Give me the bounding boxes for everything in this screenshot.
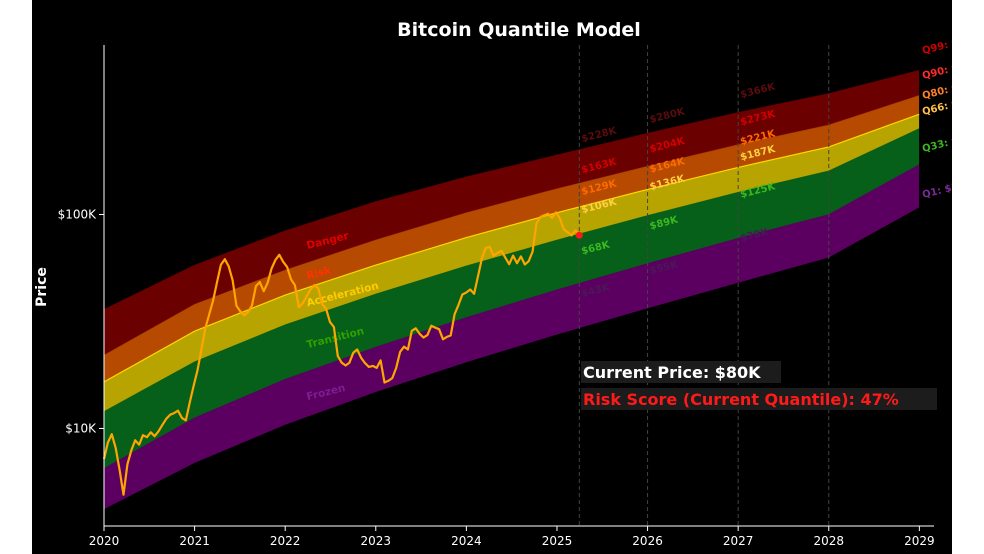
forecast-gridlines bbox=[578, 45, 830, 526]
price-line bbox=[102, 211, 581, 496]
end-label: Q99: $472K bbox=[921, 30, 952, 57]
x-tick-label: 2021 bbox=[179, 534, 210, 548]
x-tick-label: 2028 bbox=[813, 534, 844, 548]
chart-canvas: Bitcoin Quantile Model Price Danger Risk A… bbox=[32, 0, 952, 554]
y-tick-label: $100K bbox=[58, 208, 98, 222]
current-price-bg bbox=[581, 361, 781, 383]
price-series bbox=[102, 211, 583, 496]
x-tick-label: 2024 bbox=[451, 534, 482, 548]
bitcoin-quantile-chart: Bitcoin Quantile Model Price DangerRiskA… bbox=[34, 19, 952, 548]
band-danger bbox=[104, 70, 920, 356]
current-price-text: Current Price: $80K bbox=[583, 363, 761, 382]
band-boundary bbox=[103, 95, 920, 356]
x-tick-label: 2022 bbox=[270, 534, 301, 548]
end-label: Q33: $171K bbox=[921, 128, 952, 155]
band-acceleration bbox=[104, 114, 920, 412]
acceleration-top-line bbox=[103, 113, 920, 383]
band-boundary bbox=[103, 164, 920, 469]
forecast-label: $280K bbox=[649, 106, 687, 126]
end-label: Q1: $108K bbox=[921, 176, 952, 201]
x-tick-label: 2029 bbox=[904, 534, 935, 548]
x-tick-label: 2023 bbox=[361, 534, 392, 548]
x-tick-label: 2027 bbox=[723, 534, 754, 548]
band-boundary bbox=[103, 69, 920, 310]
chart-title: Bitcoin Quantile Model bbox=[397, 19, 641, 41]
band-frozen bbox=[104, 164, 920, 510]
axes: 2020 2021 2022 2023 2024 2025 2026 2027 2028 2029… bbox=[58, 45, 935, 548]
risk-score-text: Risk Score (Current Quantile): 47% bbox=[583, 390, 899, 409]
x-tick-label: 2025 bbox=[542, 534, 573, 548]
band-boundary bbox=[103, 128, 920, 412]
current-price-marker bbox=[575, 231, 583, 239]
end-label: Q90: $360K bbox=[921, 55, 952, 82]
end-quantile-labels: Q99: $472KQ90: $360KQ80: $294KQ66: $252K… bbox=[921, 30, 952, 201]
risk-score-bg bbox=[581, 388, 937, 410]
forecast-label: $366K bbox=[739, 81, 777, 101]
band-risk bbox=[104, 95, 920, 382]
info-box: Current Price: $80K Risk Score (Current … bbox=[581, 361, 937, 410]
y-axis-label: Price bbox=[34, 267, 50, 307]
x-tick-label: 2026 bbox=[632, 534, 663, 548]
y-tick-label: $10K bbox=[65, 421, 97, 435]
quantile-bands bbox=[103, 69, 920, 510]
band-transition bbox=[104, 128, 920, 469]
x-tick-label: 2020 bbox=[89, 534, 120, 548]
